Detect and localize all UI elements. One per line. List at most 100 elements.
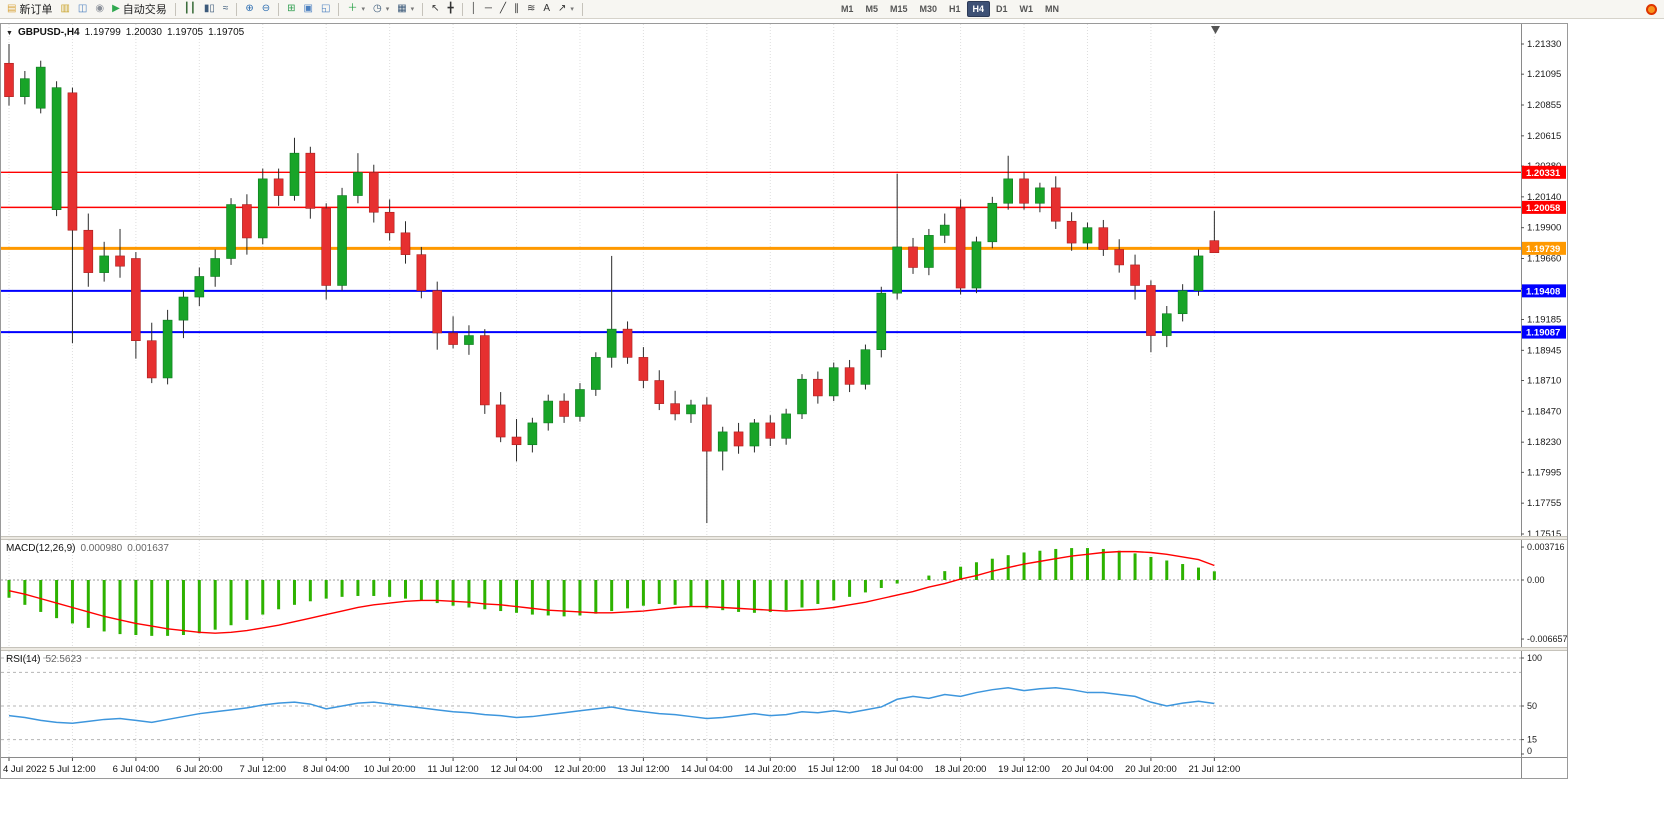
horizontal-line-icon-glyph: ─ xyxy=(484,3,492,14)
tile-windows-icon-glyph: ⊞ xyxy=(287,3,296,14)
rsi-axis[interactable]: 100 50 150 xyxy=(1521,653,1542,756)
chart-shift-marker-icon[interactable] xyxy=(1211,26,1220,34)
svg-text:12 Jul 20:00: 12 Jul 20:00 xyxy=(554,764,606,775)
svg-text:0.00: 0.00 xyxy=(1527,575,1545,585)
arrows-icon[interactable]: ↗ ▾ xyxy=(554,1,578,17)
trade-group: ▤ 新订单 ▥ ◫ ◉ ▶ 自动交易 xyxy=(3,1,171,17)
svg-text:6 Jul 04:00: 6 Jul 04:00 xyxy=(113,764,159,775)
svg-text:5 Jul 12:00: 5 Jul 12:00 xyxy=(49,764,95,775)
zoom-in-icon[interactable]: ⊕ xyxy=(241,1,257,17)
svg-text:1.18945: 1.18945 xyxy=(1527,345,1561,356)
timeframe-m30-button[interactable]: M30 xyxy=(919,4,937,14)
svg-text:1.20615: 1.20615 xyxy=(1527,131,1561,142)
svg-text:50: 50 xyxy=(1527,701,1537,711)
svg-text:18 Jul 20:00: 18 Jul 20:00 xyxy=(935,764,987,775)
svg-text:11 Jul 12:00: 11 Jul 12:00 xyxy=(428,764,479,775)
rsi-canvas[interactable]: 100 50 150 xyxy=(1,651,1567,757)
svg-text:10 Jul 20:00: 10 Jul 20:00 xyxy=(364,764,416,775)
chart-window: ▼ GBPUSD-,H4 1.19799 1.20030 1.19705 1.1… xyxy=(0,23,1568,779)
macd-panel[interactable]: MACD(12,26,9) 0.000980 0.001637 0.003716… xyxy=(1,540,1567,647)
svg-text:1.19087: 1.19087 xyxy=(1526,328,1560,339)
templates-button[interactable]: ▦ ▾ xyxy=(393,1,418,17)
timeframe-h4-button[interactable]: H4 xyxy=(966,1,991,17)
horizontal-line-icon[interactable]: ─ xyxy=(481,1,496,17)
fibonacci-icon-glyph: ≋ xyxy=(526,3,536,14)
new-order-button-glyph: ▤ xyxy=(7,3,17,14)
line-chart-icon[interactable]: ≈ xyxy=(219,1,233,17)
svg-text:14 Jul 04:00: 14 Jul 04:00 xyxy=(681,764,733,775)
time-axis[interactable]: 4 Jul 2022 5 Jul 12:00 6 Jul 04:00 6 Jul 20… xyxy=(1,757,1567,778)
toolbar-separator xyxy=(174,2,176,16)
horizontal-lines[interactable] xyxy=(1,171,1521,334)
tile-windows-icon[interactable]: ⊞ xyxy=(283,1,299,17)
rsi-panel[interactable]: RSI(14) 52.5623 100 50 15 0 xyxy=(1,651,1567,757)
bar-chart-icon-glyph: ┃┃ xyxy=(183,3,196,14)
zoom-out-icon-glyph: ⊖ xyxy=(261,3,271,14)
time-labels: 4 Jul 2022 5 Jul 12:00 6 Jul 04:00 6 Jul 20… xyxy=(3,758,1240,775)
svg-text:1.20140: 1.20140 xyxy=(1527,192,1561,203)
macd-canvas[interactable]: 0.003716 0.00 -0.006657 xyxy=(1,540,1567,647)
cascade-windows-icon[interactable]: ▣ xyxy=(300,1,317,17)
svg-text:20 Jul 04:00: 20 Jul 04:00 xyxy=(1062,764,1114,775)
svg-text:14 Jul 20:00: 14 Jul 20:00 xyxy=(744,764,796,775)
svg-text:1.19408: 1.19408 xyxy=(1526,286,1560,297)
vertical-line-icon[interactable]: │ xyxy=(467,1,481,17)
crosshair-icon[interactable]: ╋ xyxy=(444,1,458,17)
bar-chart-icon[interactable]: ┃┃ xyxy=(180,1,200,17)
svg-text:21 Jul 12:00: 21 Jul 12:00 xyxy=(1188,764,1240,775)
arrange-windows-icon[interactable]: ◱ xyxy=(317,1,334,17)
periods-button[interactable]: ◷ ▾ xyxy=(369,1,393,17)
cursor-icon-glyph: ↖ xyxy=(431,3,440,14)
panel-splitter[interactable] xyxy=(1,647,1567,651)
time-axis-canvas[interactable]: 4 Jul 2022 5 Jul 12:00 6 Jul 04:00 6 Jul 20… xyxy=(1,758,1567,778)
svg-text:1.18470: 1.18470 xyxy=(1527,406,1561,417)
timeframe-h1-button[interactable]: H1 xyxy=(949,4,961,14)
svg-text:100: 100 xyxy=(1527,653,1542,663)
connection-status-icon[interactable] xyxy=(1646,3,1657,15)
cursor-icon[interactable]: ↖ xyxy=(427,1,443,17)
vertical-line-icon-glyph: │ xyxy=(470,3,477,14)
macd-histogram xyxy=(7,548,1216,636)
new-order-button[interactable]: ▤ 新订单 xyxy=(7,3,53,17)
zoom-out-icon[interactable]: ⊖ xyxy=(258,1,274,17)
timeframe-m1-button[interactable]: M1 xyxy=(840,4,854,14)
market-watch-icon[interactable]: ▥ xyxy=(56,1,73,17)
svg-text:13 Jul 12:00: 13 Jul 12:00 xyxy=(618,764,670,775)
navigator-icon[interactable]: ◫ xyxy=(74,1,91,17)
svg-text:1.19185: 1.19185 xyxy=(1527,315,1561,326)
macd-axis[interactable]: 0.003716 0.00 -0.006657 xyxy=(1521,542,1567,644)
macd-signal-line xyxy=(8,550,1215,634)
svg-text:1.18710: 1.18710 xyxy=(1527,376,1561,387)
zoom-group: ⊕ ⊖ xyxy=(241,1,274,17)
timeframes-group: M1 M5 M15 M30 H1 H4 D1 W1 MN xyxy=(835,1,1065,17)
svg-text:1.21095: 1.21095 xyxy=(1527,69,1561,80)
indicators-button[interactable]: ＋ ▾ xyxy=(343,1,369,17)
autotrading-button[interactable]: ▶ 自动交易 xyxy=(112,3,167,17)
timeframe-m5-button[interactable]: M5 xyxy=(865,4,878,14)
main-chart-panel[interactable]: ▼ GBPUSD-,H4 1.19799 1.20030 1.19705 1.1… xyxy=(1,24,1567,536)
main-chart-canvas[interactable]: 1.213301.210951.208551.206151.203801.201… xyxy=(1,24,1567,536)
fibonacci-icon[interactable]: ≋ xyxy=(523,1,539,17)
svg-text:1.20331: 1.20331 xyxy=(1526,168,1561,179)
text-icon[interactable]: A xyxy=(539,1,554,17)
toolbar-separator xyxy=(236,2,238,16)
svg-text:-0.006657: -0.006657 xyxy=(1527,634,1567,644)
terminal-icon[interactable]: ◉ xyxy=(91,1,108,17)
trendline-icon[interactable]: ╱ xyxy=(496,1,510,17)
timeframe-w1-button[interactable]: W1 xyxy=(1019,4,1034,14)
arrows-icon-dropdown-icon: ▾ xyxy=(570,6,574,13)
toolbar-groups: ▤ 新订单 ▥ ◫ ◉ ▶ 自动交易 ┃┃ ▮▯ ≈ ⊕ ⊖ ⊞ ▣ ◱ ＋ ▾ ◷ ▾ ▦ ▾ ↖ ╋ │ ─ ╱ ∥ ≋ A ↗ ▾ M1… xyxy=(3,1,1065,17)
arrange-windows-icon-glyph: ◱ xyxy=(320,3,331,14)
panel-splitter[interactable] xyxy=(1,536,1567,540)
toolbar-separator xyxy=(581,2,583,16)
hline-price-labels: 1.20331 1.20058 1.19739 1.19408 1.19087 xyxy=(1522,165,1566,339)
periods-button-dropdown-icon: ▾ xyxy=(385,6,390,13)
channel-icon[interactable]: ∥ xyxy=(510,1,523,17)
svg-text:0: 0 xyxy=(1527,746,1532,756)
candlestick-chart-icon[interactable]: ▮▯ xyxy=(200,1,219,17)
timeframe-mn-button[interactable]: MN xyxy=(1045,4,1060,14)
timeframe-d1-button[interactable]: D1 xyxy=(996,4,1008,14)
svg-text:0.003716: 0.003716 xyxy=(1527,542,1565,552)
svg-text:19 Jul 12:00: 19 Jul 12:00 xyxy=(998,764,1050,775)
timeframe-m15-button[interactable]: M15 xyxy=(889,4,908,14)
